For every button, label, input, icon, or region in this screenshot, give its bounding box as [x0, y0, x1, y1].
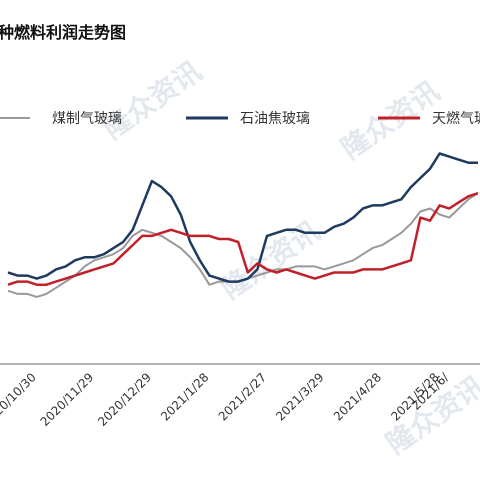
legend-label-1: 煤制气玻璃	[52, 110, 122, 127]
chart-legend: 煤制气玻璃 石油焦玻璃 天燃气玻璃	[0, 110, 480, 127]
x-tick-label: 2021/2/27	[216, 370, 269, 423]
legend-label-2: 石油焦玻璃	[240, 110, 310, 127]
legend-label-3: 天燃气玻璃	[432, 110, 480, 127]
x-tick-label: 2020/10/30	[0, 370, 39, 429]
x-tick-label: 2020/11/29	[38, 370, 97, 429]
watermark-3: 隆众资讯	[215, 214, 326, 305]
x-tick-label: 2020/12/29	[95, 370, 154, 429]
series-layer	[7, 152, 479, 298]
watermark-1: 隆众资讯	[97, 54, 208, 145]
series-line-2	[7, 152, 478, 283]
x-tick-label: 2021/1/28	[158, 370, 211, 423]
x-tick-label: 2021/3/29	[273, 370, 326, 423]
series-line-3	[7, 192, 479, 286]
x-tick-label: 2021/4/28	[331, 370, 384, 423]
watermark-2: 隆众资讯	[335, 74, 446, 165]
chart-title: 种燃料利润走势图	[0, 23, 126, 42]
